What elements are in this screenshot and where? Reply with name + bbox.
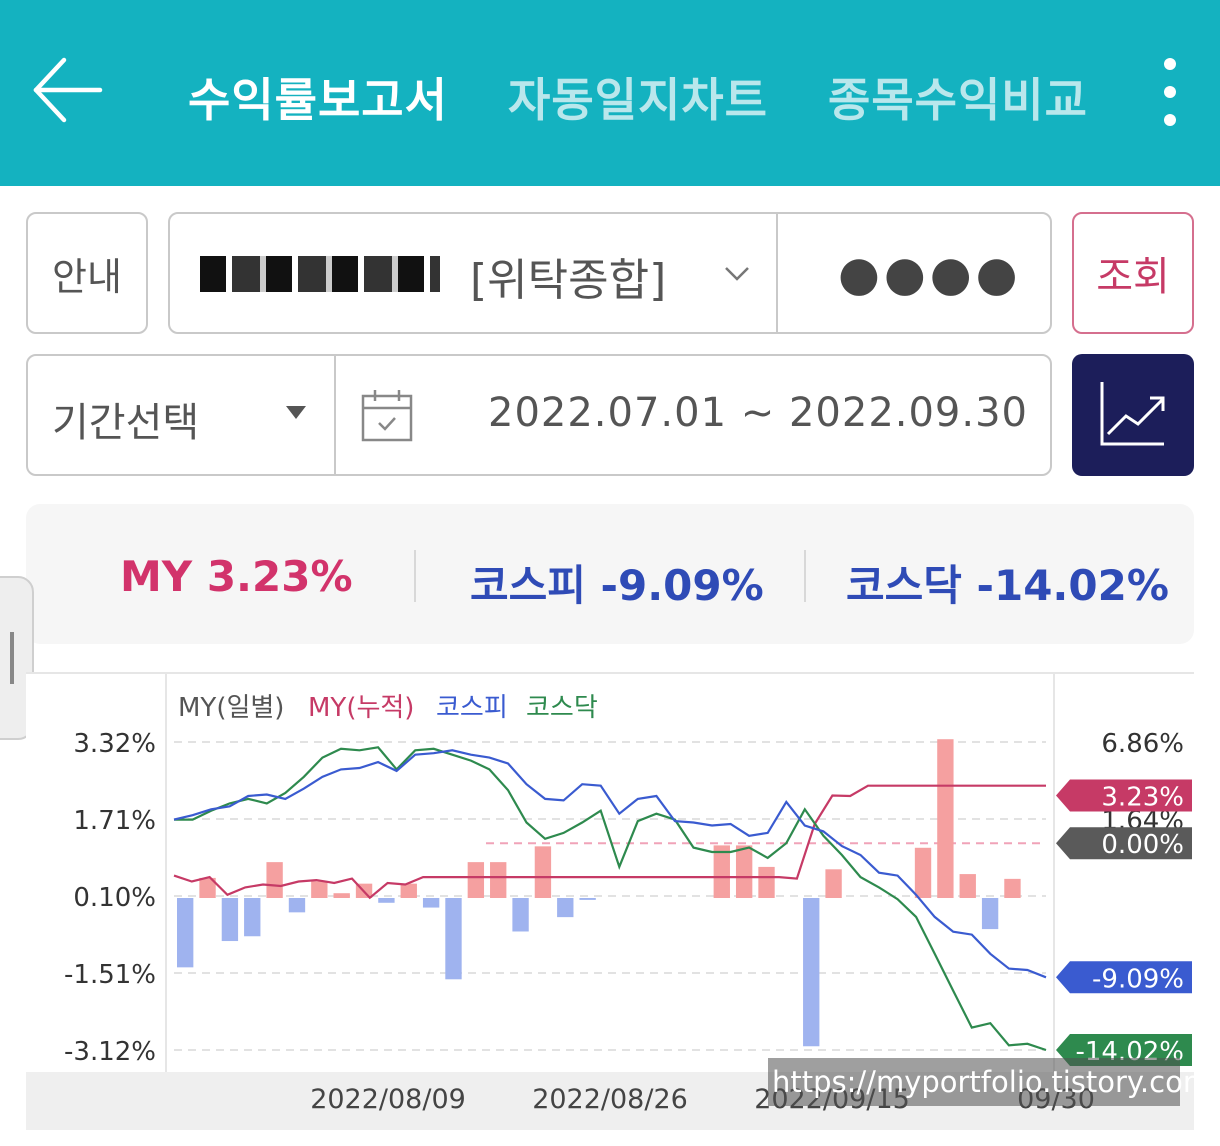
daily-return-bar bbox=[333, 893, 350, 898]
end-value-badge bbox=[1056, 827, 1192, 860]
tab-stock-return-compare[interactable]: 종목수익비교 bbox=[828, 73, 1088, 127]
daily-return-bar bbox=[803, 898, 820, 1047]
line-chart-icon bbox=[1100, 382, 1165, 446]
period-select[interactable]: 기간선택 bbox=[28, 356, 334, 474]
daily-return-bar bbox=[221, 898, 239, 942]
query-button[interactable]: 조회 bbox=[1072, 212, 1194, 334]
series-line-kosdaq bbox=[174, 746, 1047, 1052]
return-chart: 3.32%1.71%0.10%-1.51%-3.12%6.86%1.64%MY(… bbox=[26, 672, 1194, 1130]
daily-return-bar bbox=[1004, 878, 1021, 898]
daily-return-bar bbox=[244, 898, 261, 937]
daily-return-bar bbox=[422, 898, 440, 908]
summary-my-return: MY 3.23% bbox=[120, 552, 353, 601]
return-summary: MY 3.23% 코스피 -9.09% 코스닥 -14.02% bbox=[26, 504, 1194, 644]
daily-return-bar bbox=[177, 898, 194, 968]
legend-item: MY(누적) bbox=[308, 693, 414, 723]
daily-return-bar bbox=[467, 862, 485, 898]
daily-return-bar bbox=[490, 862, 507, 898]
daily-return-bar bbox=[288, 898, 306, 913]
right-axis-tick-label: 6.86% bbox=[1101, 729, 1184, 759]
chart-background bbox=[26, 672, 1194, 1130]
series-line-my-cumulative bbox=[173, 784, 1046, 900]
calendar-icon[interactable] bbox=[360, 388, 414, 444]
daily-return-bar bbox=[534, 846, 552, 898]
daily-return-bar bbox=[825, 869, 842, 898]
x-axis-tick-label: 2022/08/26 bbox=[532, 1084, 688, 1115]
daily-return-bar bbox=[378, 898, 395, 903]
grip-icon bbox=[10, 632, 14, 684]
chevron-down-icon[interactable] bbox=[722, 258, 752, 288]
daily-return-bar bbox=[981, 898, 999, 930]
more-options-icon[interactable] bbox=[1148, 56, 1192, 132]
daily-return-bar bbox=[959, 874, 976, 898]
divider bbox=[776, 214, 778, 332]
end-value-badge-label: -9.09% bbox=[1092, 964, 1184, 994]
account-number-masked bbox=[200, 256, 440, 292]
back-arrow-icon[interactable] bbox=[28, 52, 108, 128]
daily-return-bar bbox=[266, 862, 283, 898]
period-bar: 기간선택 2022.07.01 ~ 2022.09.30 bbox=[26, 354, 1052, 476]
daily-return-bar bbox=[713, 845, 730, 898]
account-select[interactable]: [위탁종합] ●●●● bbox=[168, 212, 1052, 334]
legend-item: 코스피 bbox=[436, 693, 508, 723]
daily-return-bar bbox=[735, 845, 753, 898]
legend-item: MY(일별) bbox=[178, 693, 284, 723]
account-type-label: [위탁종합] bbox=[470, 255, 667, 306]
daily-return-bar bbox=[199, 877, 216, 898]
daily-return-bar bbox=[758, 866, 775, 898]
password-field[interactable]: ●●●● bbox=[838, 246, 1022, 302]
left-axis-tick-label: 3.32% bbox=[73, 729, 156, 759]
caret-down-icon bbox=[286, 406, 306, 419]
daily-return-bar bbox=[445, 898, 462, 980]
daily-return-bar bbox=[400, 883, 417, 898]
guide-button[interactable]: 안내 bbox=[26, 212, 148, 334]
tab-return-report[interactable]: 수익률보고서 bbox=[188, 73, 448, 127]
left-axis-tick-label: -1.51% bbox=[64, 960, 156, 990]
end-value-badge-label: 0.00% bbox=[1101, 830, 1184, 860]
divider bbox=[334, 356, 336, 474]
summary-kospi-return: 코스피 -9.09% bbox=[470, 561, 764, 610]
left-axis-tick-label: 0.10% bbox=[73, 883, 156, 913]
end-value-badge-label: 3.23% bbox=[1101, 783, 1184, 813]
daily-return-bar bbox=[914, 847, 932, 898]
left-axis-tick-label: -3.12% bbox=[64, 1037, 156, 1067]
app-header: 수익률보고서 자동일지차트 종목수익비교 bbox=[0, 0, 1220, 186]
series-line-kospi bbox=[173, 749, 1047, 979]
legend-item: 코스닥 bbox=[526, 693, 598, 723]
divider bbox=[804, 550, 806, 602]
daily-return-bar bbox=[512, 898, 529, 932]
daily-return-bar bbox=[557, 898, 574, 918]
daily-return-bar bbox=[937, 739, 954, 898]
chart-view-button[interactable] bbox=[1072, 354, 1194, 476]
tab-auto-journal-chart[interactable]: 자동일지차트 bbox=[508, 73, 768, 127]
x-axis-tick-label: 2022/08/09 bbox=[310, 1084, 466, 1115]
left-axis-tick-label: 1.71% bbox=[73, 806, 156, 836]
daily-return-bar bbox=[311, 881, 328, 898]
daily-return-bar bbox=[579, 898, 596, 900]
period-select-label: 기간선택 bbox=[52, 400, 200, 446]
end-value-badge bbox=[1056, 961, 1192, 994]
summary-kosdaq-return: 코스닥 -14.02% bbox=[846, 561, 1169, 610]
divider bbox=[414, 550, 416, 602]
watermark: https://myportfolio.tistory.com bbox=[768, 1058, 1211, 1106]
end-value-badge bbox=[1056, 779, 1192, 812]
date-range-field[interactable]: 2022.07.01 ~ 2022.09.30 bbox=[488, 390, 1028, 436]
